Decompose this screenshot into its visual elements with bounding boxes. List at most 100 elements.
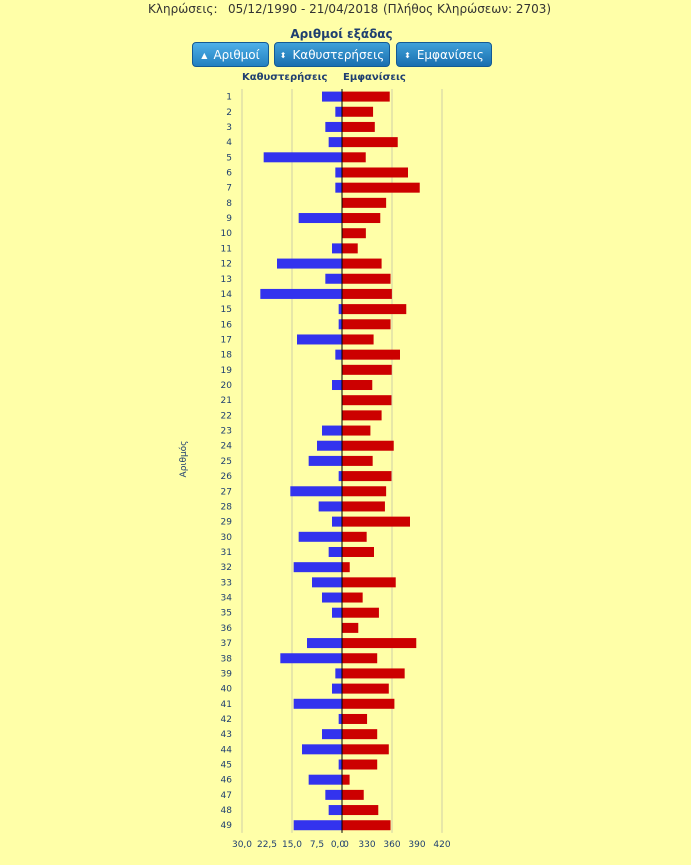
y-tick-label: 16 [221,320,233,330]
appearance-bar-15 [342,304,407,315]
sort-numbers-label: Αριθμοί [213,48,260,62]
delay-bar-24 [317,440,342,451]
delay-bar-12 [277,258,342,269]
delay-bar-15 [338,304,342,315]
sort-delays-label: Καθυστερήσεις [292,48,385,62]
y-tick-label: 12 [221,260,232,270]
y-tick-label: 4 [226,138,232,148]
y-tick-label: 8 [226,199,232,209]
appearance-bar-17 [342,334,374,345]
appearance-bar-12 [342,258,382,269]
delay-bar-1 [322,91,342,102]
y-tick-label: 11 [221,244,232,254]
delay-bar-13 [325,273,342,284]
y-tick-label: 23 [221,427,232,437]
sort-numbers-button[interactable]: ▲ Αριθμοί [192,42,269,67]
delay-bar-2 [335,106,342,117]
y-tick-label: 47 [221,791,232,801]
delay-bar-35 [332,607,342,618]
appearance-bar-31 [342,546,374,557]
draws-count: (Πλήθος Κληρώσεων: 2703) [383,2,552,16]
y-tick-label: 6 [226,168,232,178]
delay-bar-33 [312,577,342,588]
delay-bar-45 [338,759,342,770]
appearance-bar-32 [342,562,350,573]
appearance-bar-8 [342,197,387,208]
sort-icon: ⬍ [404,51,411,60]
appearance-bar-18 [342,349,400,360]
appearance-bar-16 [342,319,391,330]
appearance-bar-22 [342,410,382,421]
appearance-bar-5 [342,152,366,163]
appearance-bar-42 [342,713,368,724]
y-tick-label: 27 [221,487,232,497]
y-tick-label: 38 [221,654,233,664]
y-tick-label: 17 [221,335,232,345]
appearance-bar-45 [342,759,378,770]
x-tick-label-appearances: 360 [383,840,400,850]
appearance-bar-36 [342,622,359,633]
appearance-bar-43 [342,729,378,740]
appearance-bar-24 [342,440,394,451]
y-tick-label: 14 [221,290,233,300]
y-tick-label: 40 [221,685,233,695]
delays-series-label: Καθυστερήσεις [242,72,328,83]
y-tick-label: 49 [221,821,233,831]
x-tick-label-appearances: 420 [433,840,450,850]
delay-bar-17 [297,334,342,345]
appearance-bar-37 [342,638,417,649]
appearance-bar-10 [342,228,366,239]
delay-bar-34 [322,592,342,603]
y-tick-label: 26 [221,472,233,482]
delay-bar-44 [302,744,342,755]
appearance-bar-38 [342,653,378,664]
y-tick-label: 19 [221,366,233,376]
y-tick-label: 3 [226,123,232,133]
y-tick-label: 37 [221,639,232,649]
appearance-bar-48 [342,805,379,816]
appearance-bar-20 [342,380,373,391]
appearance-bar-1 [342,91,390,102]
y-tick-label: 21 [221,396,232,406]
delay-bar-31 [328,546,342,557]
delay-bar-43 [322,729,342,740]
appearance-bar-23 [342,425,371,436]
delay-bar-29 [332,516,342,527]
sort-appearances-label: Εμφανίσεις [416,48,484,62]
y-tick-label: 1 [226,93,232,103]
delay-bar-3 [325,121,342,132]
sort-icon: ⬍ [279,51,287,60]
triangle-up-icon: ▲ [201,51,208,60]
sort-appearances-button[interactable]: ⬍ Εμφανίσεις [396,42,492,67]
y-tick-label: 15 [221,305,232,315]
appearance-bar-30 [342,531,367,542]
delay-bar-9 [298,213,342,224]
draws-date-range: 05/12/1990 - 21/04/2018 [228,2,379,16]
y-tick-label: 35 [221,609,232,619]
delay-bar-6 [335,167,342,178]
x-tick-label-delays: 30,0 [232,840,252,850]
y-tick-label: 2 [226,108,232,118]
appearance-bar-28 [342,501,385,512]
x-tick-label-appearances: 0 [343,840,349,850]
y-tick-label: 44 [221,745,233,755]
sort-delays-button[interactable]: ⬍ Καθυστερήσεις [274,42,390,67]
appearance-bar-49 [342,820,391,831]
x-tick-label-appearances: 330 [358,840,375,850]
delay-bar-38 [280,653,342,664]
y-tick-label: 32 [221,563,232,573]
delay-bar-23 [322,425,342,436]
delay-bar-27 [290,486,342,497]
y-tick-label: 43 [221,730,232,740]
y-tick-label: 25 [221,457,232,467]
delay-bar-14 [260,288,342,299]
delay-bar-26 [338,471,342,482]
delay-bar-5 [263,152,342,163]
y-tick-label: 36 [221,624,233,634]
delay-bar-11 [332,243,342,254]
appearance-bar-2 [342,106,374,117]
appearance-bar-4 [342,137,398,148]
delay-bar-16 [338,319,342,330]
y-tick-label: 29 [221,518,233,528]
